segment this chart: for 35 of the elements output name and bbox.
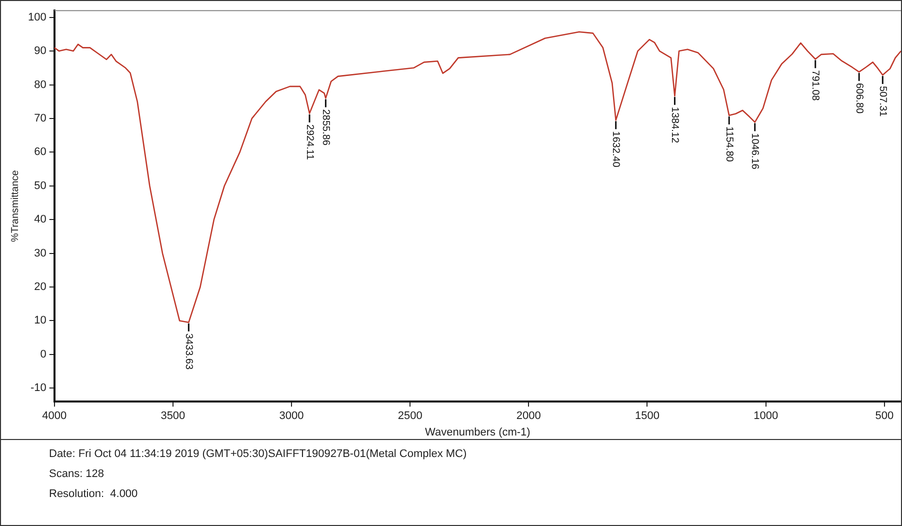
- annotation: 1046.16: [749, 133, 760, 170]
- y-tick-label: 0: [40, 348, 46, 360]
- annotation: 1154.80: [723, 126, 734, 162]
- annotation: 3433.63: [182, 333, 194, 370]
- y-axis-title: %Transmittance: [10, 170, 21, 242]
- y-tick-label: 40: [34, 214, 46, 226]
- annotation: 791.08: [810, 70, 821, 102]
- annotation: 1632.40: [610, 131, 622, 168]
- annotation: 2855.86: [320, 109, 331, 146]
- y-tick-label: 60: [34, 146, 46, 158]
- y-tick-label: 80: [34, 78, 46, 91]
- x-tick-label: 3500: [160, 410, 186, 422]
- x-tick-label: 2000: [516, 410, 541, 422]
- x-tick-label: 500: [875, 410, 894, 422]
- y-tick-label: 70: [34, 112, 46, 124]
- y-tick-label: -10: [30, 382, 46, 394]
- text: Resolution: 4.000: [49, 488, 139, 500]
- annotation: 606.80: [853, 82, 864, 114]
- x-tick-label: 1500: [635, 410, 660, 422]
- annotation: 2924.11: [304, 124, 315, 160]
- x-tick-label: 4000: [42, 410, 67, 422]
- x-axis-title: Wavenumbers (cm-1): [425, 426, 530, 438]
- x-tick-label: 2500: [398, 410, 422, 422]
- y-tick-label: 10: [34, 314, 46, 327]
- y-tick-label: 30: [34, 247, 46, 260]
- x-tick-label: 3000: [279, 410, 304, 422]
- y-tick-label: 90: [34, 45, 46, 58]
- text: Date: Fri Oct 04 11:34:19 2019 (GMT+05:30)SAIFFT190927B-01(Metal Complex MC): [49, 448, 468, 460]
- x-tick-label: 1000: [754, 410, 778, 422]
- y-tick-label: 50: [34, 180, 46, 192]
- y-tick-label: 100: [28, 11, 46, 24]
- y-tick-label: 20: [34, 281, 46, 294]
- annotation: 507.31: [876, 86, 888, 118]
- annotation: 1384.12: [668, 106, 680, 144]
- text: Scans: 128: [49, 468, 106, 480]
